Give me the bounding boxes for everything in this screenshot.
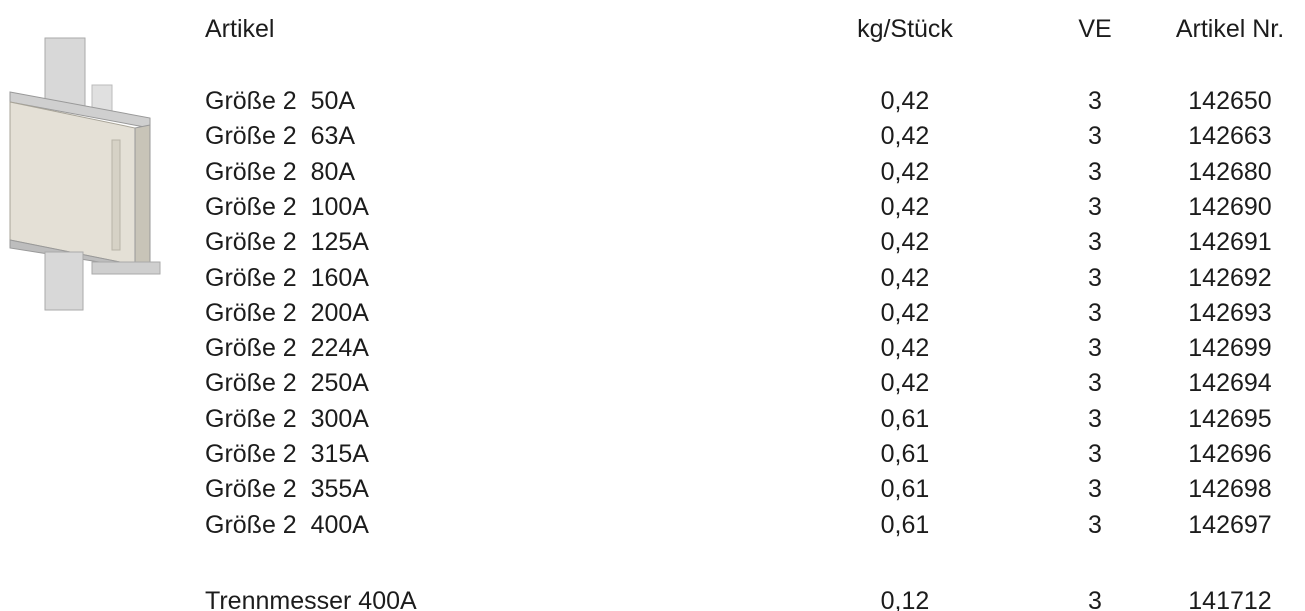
row-ve: 3 (1040, 404, 1150, 434)
row-article-no: 142696 (1160, 439, 1300, 469)
fuse-image (0, 30, 170, 340)
accessory-weight: 0,12 (845, 586, 965, 611)
row-article: Größe 2 100A (205, 192, 369, 222)
row-article-no: 142680 (1160, 157, 1300, 187)
row-weight: 0,61 (845, 474, 965, 504)
row-article: Größe 2 160A (205, 263, 369, 293)
row-article: Größe 2 300A (205, 404, 369, 434)
row-ve: 3 (1040, 157, 1150, 187)
page: Artikel kg/Stück VE Artikel Nr. Größe 2 50A 0… (0, 0, 1305, 611)
row-weight: 0,42 (845, 157, 965, 187)
row-ve: 3 (1040, 86, 1150, 116)
header-article: Artikel (205, 14, 274, 44)
row-weight: 0,42 (845, 227, 965, 257)
row-ve: 3 (1040, 227, 1150, 257)
row-weight: 0,42 (845, 368, 965, 398)
header-article-no: Artikel Nr. (1160, 14, 1300, 44)
row-weight: 0,61 (845, 510, 965, 540)
row-ve: 3 (1040, 333, 1150, 363)
row-article: Größe 2 63A (205, 121, 355, 151)
row-article-no: 142693 (1160, 298, 1300, 328)
accessory-ve: 3 (1040, 586, 1150, 611)
row-ve: 3 (1040, 368, 1150, 398)
row-article-no: 142694 (1160, 368, 1300, 398)
row-ve: 3 (1040, 439, 1150, 469)
row-weight: 0,42 (845, 121, 965, 151)
row-ve: 3 (1040, 298, 1150, 328)
row-article: Größe 2 125A (205, 227, 369, 257)
row-article: Größe 2 355A (205, 474, 369, 504)
row-article: Größe 2 224A (205, 333, 369, 363)
row-weight: 0,42 (845, 86, 965, 116)
row-weight: 0,42 (845, 333, 965, 363)
accessory-article: Trennmesser 400A (205, 586, 417, 611)
row-article-no: 142690 (1160, 192, 1300, 222)
row-article-no: 142650 (1160, 86, 1300, 116)
row-ve: 3 (1040, 121, 1150, 151)
row-ve: 3 (1040, 510, 1150, 540)
row-article: Größe 2 315A (205, 439, 369, 469)
header-ve: VE (1040, 14, 1150, 44)
row-article-no: 142697 (1160, 510, 1300, 540)
row-weight: 0,61 (845, 404, 965, 434)
row-ve: 3 (1040, 192, 1150, 222)
row-article-no: 142695 (1160, 404, 1300, 434)
row-article-no: 142699 (1160, 333, 1300, 363)
row-article: Größe 2 50A (205, 86, 355, 116)
accessory-article-no: 141712 (1160, 586, 1300, 611)
row-weight: 0,61 (845, 439, 965, 469)
row-article-no: 142663 (1160, 121, 1300, 151)
row-weight: 0,42 (845, 263, 965, 293)
row-weight: 0,42 (845, 192, 965, 222)
row-ve: 3 (1040, 263, 1150, 293)
row-article: Größe 2 400A (205, 510, 369, 540)
header-weight: kg/Stück (845, 14, 965, 44)
row-article-no: 142698 (1160, 474, 1300, 504)
row-ve: 3 (1040, 474, 1150, 504)
row-article: Größe 2 250A (205, 368, 369, 398)
row-article: Größe 2 80A (205, 157, 355, 187)
row-article-no: 142692 (1160, 263, 1300, 293)
row-article-no: 142691 (1160, 227, 1300, 257)
row-article: Größe 2 200A (205, 298, 369, 328)
row-weight: 0,42 (845, 298, 965, 328)
